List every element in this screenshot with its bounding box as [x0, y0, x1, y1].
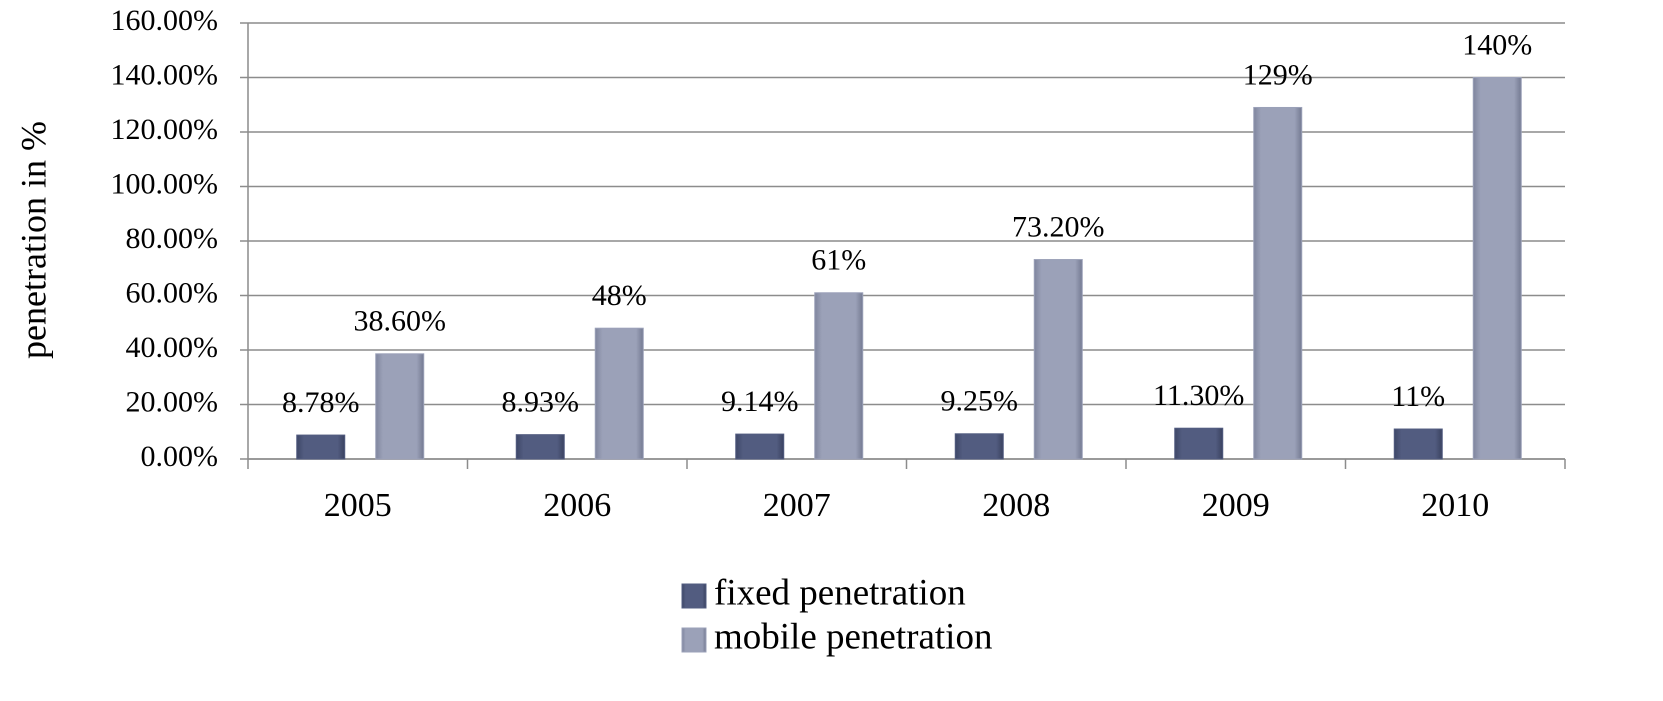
x-tick-label: 2008: [982, 487, 1050, 524]
y-tick-label: 20.00%: [126, 385, 219, 418]
bar: [296, 434, 346, 460]
bar: [1033, 259, 1083, 460]
x-tick-label: 2010: [1421, 487, 1489, 524]
legend-label: mobile penetration: [714, 616, 992, 657]
bar: [1253, 106, 1303, 460]
data-label: 38.60%: [354, 305, 447, 338]
bar: [1393, 428, 1443, 460]
legend-label: fixed penetration: [714, 572, 966, 613]
bar: [1174, 427, 1224, 460]
bar: [954, 433, 1004, 460]
data-label: 73.20%: [1012, 210, 1105, 243]
data-label: 129%: [1243, 58, 1313, 91]
data-label: 11%: [1391, 380, 1445, 413]
bar: [814, 292, 864, 460]
data-label: 11.30%: [1153, 379, 1244, 412]
data-label: 8.93%: [502, 386, 580, 419]
x-tick-label: 2007: [763, 487, 831, 524]
y-tick-label: 0.00%: [141, 440, 219, 473]
data-label: 61%: [811, 244, 866, 277]
bar: [515, 434, 565, 460]
data-label: 140%: [1462, 28, 1532, 61]
y-tick-label: 80.00%: [126, 222, 219, 255]
y-tick-label: 60.00%: [126, 276, 219, 309]
data-label: 8.78%: [282, 386, 360, 419]
bar: [375, 353, 425, 460]
bar: [594, 327, 644, 460]
bar: [1472, 77, 1522, 460]
x-tick-label: 2009: [1202, 487, 1270, 524]
y-axis-label: penetration in %: [13, 121, 53, 359]
bar: [735, 433, 785, 460]
y-tick-label: 100.00%: [111, 167, 219, 200]
legend-swatch: [681, 627, 707, 653]
data-label: 48%: [592, 279, 647, 312]
x-tick-label: 2006: [543, 487, 611, 524]
y-tick-label: 160.00%: [111, 4, 219, 37]
x-tick-label: 2005: [324, 487, 392, 524]
y-tick-label: 120.00%: [111, 113, 219, 146]
y-tick-label: 40.00%: [126, 331, 219, 364]
data-label: 9.14%: [721, 385, 799, 418]
y-tick-label: 140.00%: [111, 58, 219, 91]
legend-swatch: [681, 583, 707, 609]
data-label: 9.25%: [941, 385, 1019, 418]
